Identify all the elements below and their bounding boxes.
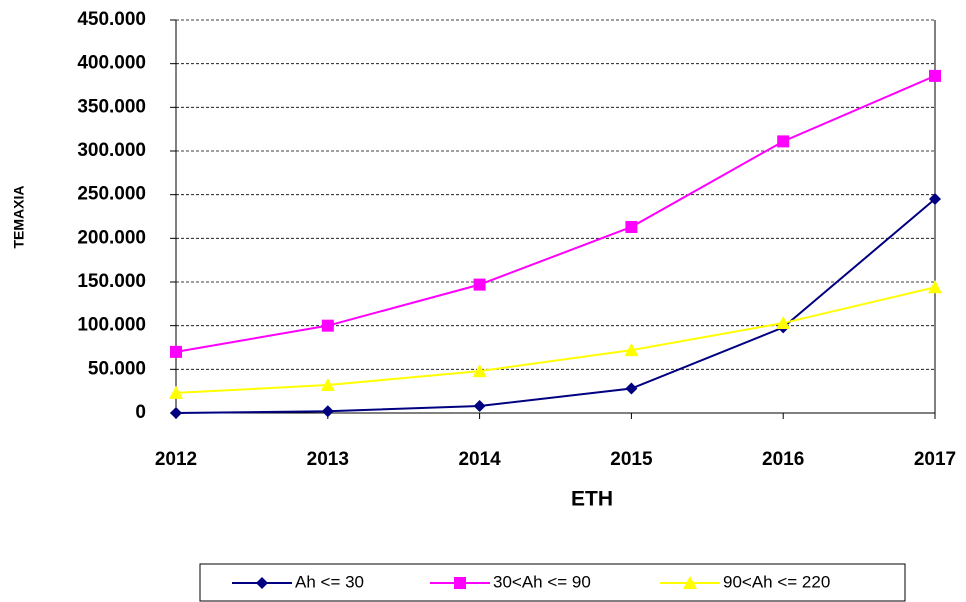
y-tick-label: 150.000 [77,271,146,292]
data-point [624,343,639,357]
data-point [321,405,334,418]
x-tick-label: 2017 [914,449,956,470]
series-line [175,74,936,353]
y-tick-label: 350.000 [77,96,146,117]
x-axis-label: ETH [571,488,613,511]
y-tick-label: 300.000 [77,140,146,161]
y-tick-label: 50.000 [88,358,146,379]
data-point [776,316,791,330]
data-point [625,220,638,233]
data-point [170,407,182,419]
data-point [472,364,487,378]
legend-marker [256,577,268,589]
y-tick-label: 250.000 [77,184,146,205]
y-tick-label: 450.000 [77,9,146,30]
y-axis-label: TEMAXIA [11,186,27,249]
legend-marker [683,576,697,589]
y-tick-label: 200.000 [77,227,146,248]
legend-marker [454,577,466,589]
data-point [321,319,334,332]
data-point [929,193,941,206]
legend-label: 90<Ah <= 220 [723,572,830,591]
data-point [473,400,486,413]
data-point [170,345,182,358]
x-tick-label: 2014 [458,449,501,470]
x-tick-label: 2013 [307,449,349,470]
legend-box [199,563,906,602]
series-line [175,198,936,414]
y-tick-label: 0 [135,402,146,423]
data-point [777,135,790,148]
data-point [625,382,638,395]
y-tick-label: 400.000 [77,53,146,74]
legend-label: 30<Ah <= 90 [493,572,591,591]
x-tick-label: 2016 [762,449,804,470]
data-point [928,280,942,294]
data-point [169,385,183,399]
data-point [473,278,486,291]
x-tick-label: 2015 [610,449,653,470]
legend-label: Ah <= 30 [295,572,364,591]
series-line [175,286,936,394]
y-tick-label: 100.000 [77,315,146,336]
data-point [929,69,941,82]
x-tick-label: 2012 [155,449,197,470]
data-point [320,378,335,392]
